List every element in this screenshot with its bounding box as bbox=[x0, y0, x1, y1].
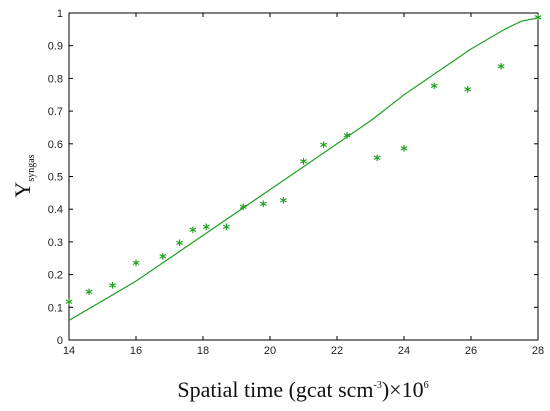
data-point: * bbox=[430, 81, 438, 97]
x-axis-label: Spatial time (gcat scm-3)×106 bbox=[177, 377, 428, 402]
series-points: * * * * * * * * * * * * * * * * * * * * * bbox=[65, 13, 542, 313]
y-axis-label-main: Y bbox=[10, 182, 35, 198]
y-tick-label: 0.8 bbox=[48, 73, 63, 85]
x-tick-label: 16 bbox=[130, 345, 142, 357]
plot-frame bbox=[68, 12, 539, 341]
x-axis-label-sup1: -3 bbox=[374, 380, 382, 391]
x-tick-label: 24 bbox=[398, 345, 410, 357]
data-point: * bbox=[534, 13, 542, 29]
data-point: * bbox=[280, 196, 288, 212]
y-tick-label: 0.6 bbox=[48, 139, 63, 151]
data-point: * bbox=[400, 143, 408, 159]
axis-ticks bbox=[68, 12, 539, 341]
data-point: * bbox=[189, 225, 197, 241]
x-axis-label-mid: )×10 bbox=[382, 377, 424, 402]
y-tick-label: 1 bbox=[57, 8, 63, 20]
data-point: * bbox=[343, 130, 351, 146]
data-point: * bbox=[109, 281, 117, 297]
x-tick-label: 28 bbox=[532, 345, 544, 357]
data-point: * bbox=[497, 62, 505, 78]
x-tick-label: 18 bbox=[197, 345, 209, 357]
y-tick-label: 0.7 bbox=[48, 106, 63, 118]
data-point: * bbox=[260, 199, 268, 215]
x-tick-label: 26 bbox=[465, 345, 477, 357]
data-point: * bbox=[176, 238, 184, 254]
x-tick-label: 22 bbox=[331, 345, 343, 357]
data-point: * bbox=[132, 258, 140, 274]
data-point: * bbox=[320, 140, 328, 156]
data-point: * bbox=[203, 222, 211, 238]
x-axis-label-sup2: 6 bbox=[424, 380, 429, 391]
data-point: * bbox=[223, 222, 231, 238]
y-tick-label: 0.4 bbox=[48, 204, 63, 216]
x-axis-label-main: Spatial time (gcat scm bbox=[177, 377, 373, 402]
data-point: * bbox=[85, 287, 93, 303]
data-point: * bbox=[159, 251, 167, 267]
data-point: * bbox=[240, 202, 248, 218]
data-point: * bbox=[464, 84, 472, 100]
y-tick-label: 0.9 bbox=[48, 41, 63, 53]
y-tick-label: 0.2 bbox=[48, 270, 63, 282]
y-tick-label: 0.1 bbox=[48, 302, 63, 314]
data-point: * bbox=[65, 297, 73, 313]
y-tick-label: 0 bbox=[57, 335, 63, 347]
data-point: * bbox=[374, 153, 382, 169]
axis-tick-labels: 14 16 18 20 22 24 26 28 0 0.1 0.2 0.3 0.4 0.5 0.6 0.7 0.… bbox=[48, 8, 544, 357]
y-tick-label: 0.5 bbox=[48, 172, 63, 184]
series-line bbox=[68, 17, 539, 321]
x-tick-label: 20 bbox=[264, 345, 276, 357]
data-point: * bbox=[300, 156, 308, 172]
x-tick-label: 14 bbox=[63, 345, 75, 357]
y-axis-label-sub: syngas bbox=[26, 154, 37, 181]
y-axis-label: Ysyngas bbox=[10, 154, 37, 197]
y-tick-label: 0.3 bbox=[48, 237, 63, 249]
